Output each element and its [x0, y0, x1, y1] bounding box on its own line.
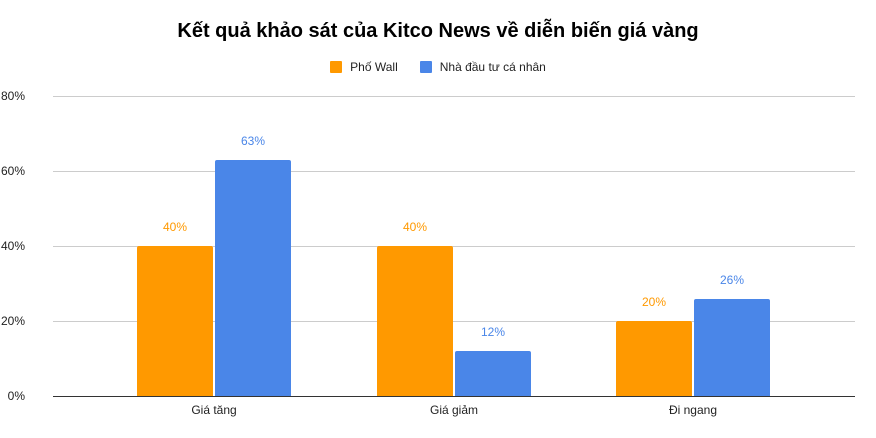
gridline-40: [53, 246, 855, 247]
y-tick: 40%: [0, 239, 25, 253]
y-tick: 60%: [0, 164, 25, 178]
bar-nha-dau-tu-2[interactable]: [694, 298, 770, 396]
legend-item-pho-wall[interactable]: Phố Wall: [330, 60, 398, 74]
chart-title: Kết quả khảo sát của Kitco News về diễn …: [177, 20, 699, 42]
legend-label: Phố Wall: [350, 60, 398, 74]
bar-value-label: 20%: [641, 295, 667, 309]
bar-value-label: 40%: [402, 220, 428, 234]
gridline-20: [53, 321, 855, 322]
gridline-60: [53, 171, 855, 172]
bar-pho-wall-0[interactable]: [137, 246, 213, 396]
bar-value-label: 63%: [240, 133, 266, 148]
legend-swatch-blue: [419, 61, 432, 73]
y-tick: 80%: [0, 89, 25, 103]
legend-item-nha-dau-tu[interactable]: Nhà đầu tư cá nhân: [419, 60, 546, 74]
bar-value-label: 12%: [480, 325, 506, 339]
y-tick: 20%: [0, 314, 25, 328]
bar-value-label: 26%: [719, 272, 745, 287]
x-tick: Giá tăng: [191, 403, 237, 417]
gridline-80: [53, 96, 855, 97]
y-tick: 0%: [7, 389, 25, 403]
bar-pho-wall-2[interactable]: [616, 321, 692, 396]
legend: Phố Wall Nhà đầu tư cá nhân: [0, 60, 876, 74]
bar-pho-wall-1[interactable]: [377, 246, 453, 396]
x-tick: Giá giảm: [429, 403, 479, 417]
bar-value-label: 40%: [162, 220, 188, 234]
x-axis-line: [53, 396, 855, 397]
x-tick: Đi ngang: [668, 403, 718, 417]
legend-label: Nhà đầu tư cá nhân: [439, 60, 546, 74]
plot-area: 80% 60% 40% 20% 0% 40% 63% 40% 12% 20% 26%: [1, 89, 855, 403]
legend-swatch-orange: [330, 61, 343, 73]
bar-nha-dau-tu-1[interactable]: [455, 351, 531, 396]
bar-nha-dau-tu-0[interactable]: [215, 159, 291, 396]
